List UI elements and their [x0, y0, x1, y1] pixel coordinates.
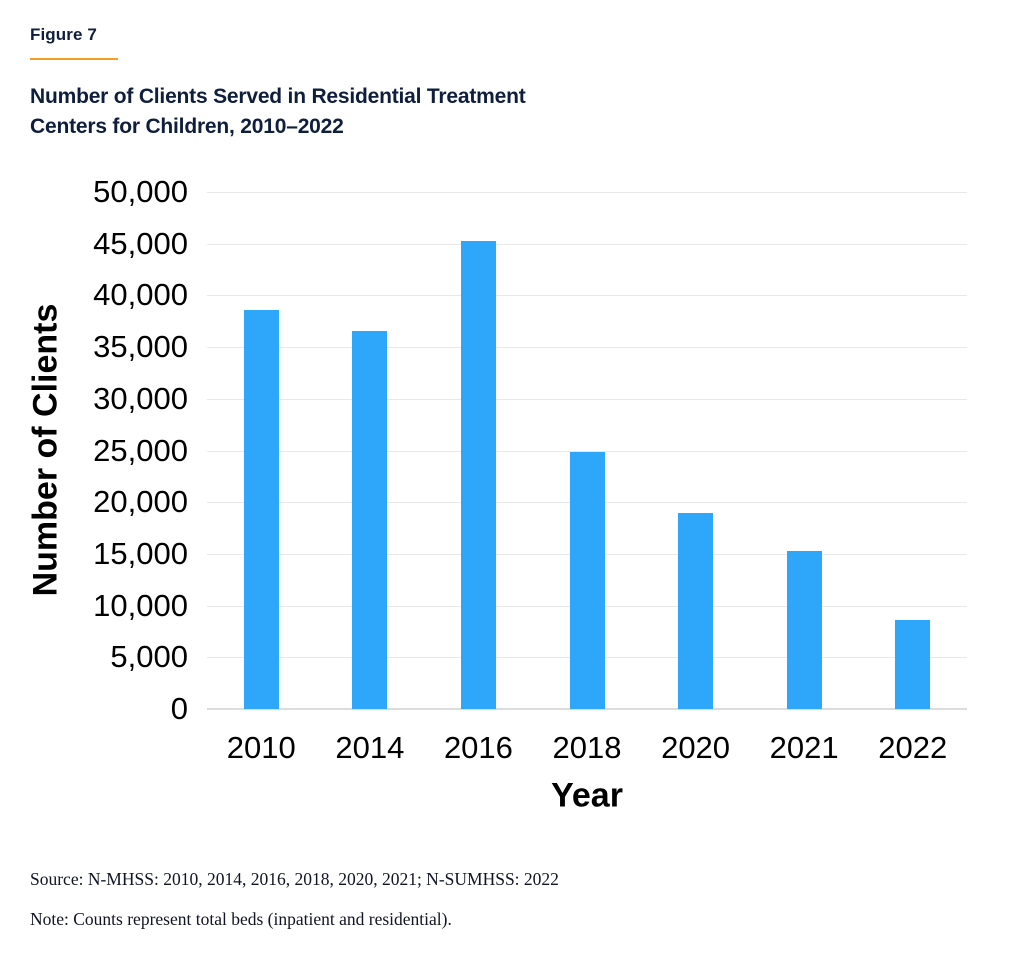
x-tick-label-2021: 2021 [769, 730, 839, 765]
x-axis-title: Year [551, 776, 623, 815]
bar-2016 [460, 240, 496, 709]
note-text: Note: Counts represent total beds (inpat… [30, 909, 452, 929]
y-tick-label: 40,000 [93, 277, 188, 313]
y-axis-title: Number of Clients [26, 303, 65, 597]
bar-2020 [678, 512, 714, 709]
bar-2021 [786, 550, 822, 709]
figure-label: Figure 7 [30, 25, 97, 44]
gridline [207, 295, 967, 297]
x-tick-label-2022: 2022 [878, 730, 948, 765]
x-tick-label-2016: 2016 [443, 730, 513, 765]
y-tick-label: 50,000 [93, 174, 188, 209]
x-tick-label-2020: 2020 [661, 730, 731, 765]
bar-2022 [895, 620, 931, 709]
y-tick-label: 30,000 [93, 380, 188, 416]
bar-2018 [569, 451, 605, 709]
x-tick-label-2014: 2014 [335, 730, 405, 765]
gridline [207, 192, 967, 193]
y-tick-label: 10,000 [93, 587, 188, 623]
plot-area [207, 192, 967, 710]
bar-2010 [243, 309, 279, 709]
accent-rule-divider [30, 58, 118, 60]
y-tick-label: 5,000 [110, 639, 188, 675]
gridline [207, 708, 967, 710]
source-text: Source: N-MHSS: 2010, 2014, 2016, 2018, … [30, 869, 559, 889]
x-tick-label-2018: 2018 [552, 730, 622, 765]
y-tick-label: 0 [170, 691, 188, 726]
gridline [207, 347, 967, 349]
y-tick-label: 15,000 [93, 535, 188, 571]
y-tick-label: 20,000 [93, 484, 188, 520]
figure-title-line-1: Number of Clients Served in Residential … [30, 85, 526, 108]
gridline [207, 450, 967, 452]
y-tick-label: 45,000 [93, 225, 188, 261]
x-tick-label-2010: 2010 [226, 730, 296, 765]
y-tick-label: 35,000 [93, 329, 188, 365]
y-tick-label: 25,000 [93, 432, 188, 468]
gridline [207, 243, 967, 245]
figure-title: Number of Clients Served in Residential … [30, 82, 526, 142]
figure-title-line-2: Centers for Children, 2010–2022 [30, 115, 344, 138]
gridline [207, 398, 967, 400]
bar-2014 [352, 330, 388, 709]
